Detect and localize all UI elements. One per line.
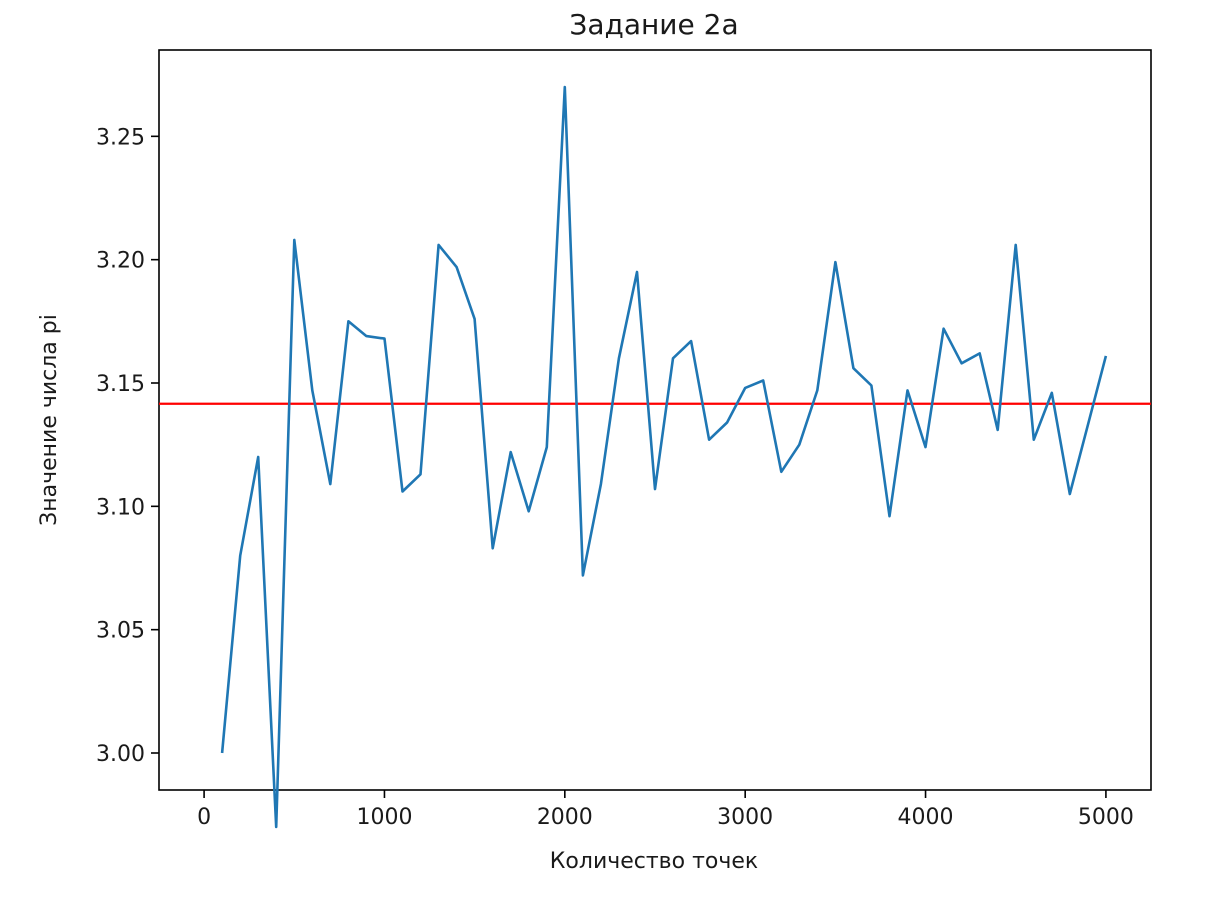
x-tick-label: 3000 bbox=[717, 805, 773, 830]
x-tick-label: 2000 bbox=[537, 805, 593, 830]
y-tick-label: 3.10 bbox=[96, 495, 145, 520]
x-axis-ticks: 0 1000 2000 3000 4000 5000 bbox=[197, 790, 1134, 830]
plot-area-frame bbox=[158, 49, 1152, 791]
series-line bbox=[220, 85, 1108, 829]
x-tick-label: 1000 bbox=[356, 805, 412, 830]
y-tick-label: 3.00 bbox=[96, 742, 145, 767]
y-axis-label: Значение числа pi bbox=[37, 314, 62, 526]
y-tick-label: 3.20 bbox=[96, 249, 145, 274]
y-tick-label: 3.25 bbox=[96, 125, 145, 150]
x-tick-label: 0 bbox=[197, 805, 211, 830]
y-tick-label: 3.05 bbox=[96, 619, 145, 644]
y-tick-label: 3.15 bbox=[96, 372, 145, 397]
chart-title: Задание 2а bbox=[569, 8, 738, 41]
x-tick-label: 5000 bbox=[1078, 805, 1134, 830]
x-axis-label: Количество точек bbox=[550, 849, 758, 874]
x-tick-label: 4000 bbox=[898, 805, 954, 830]
y-axis-ticks: 3.00 3.05 3.10 3.15 3.20 3.25 bbox=[96, 125, 159, 767]
